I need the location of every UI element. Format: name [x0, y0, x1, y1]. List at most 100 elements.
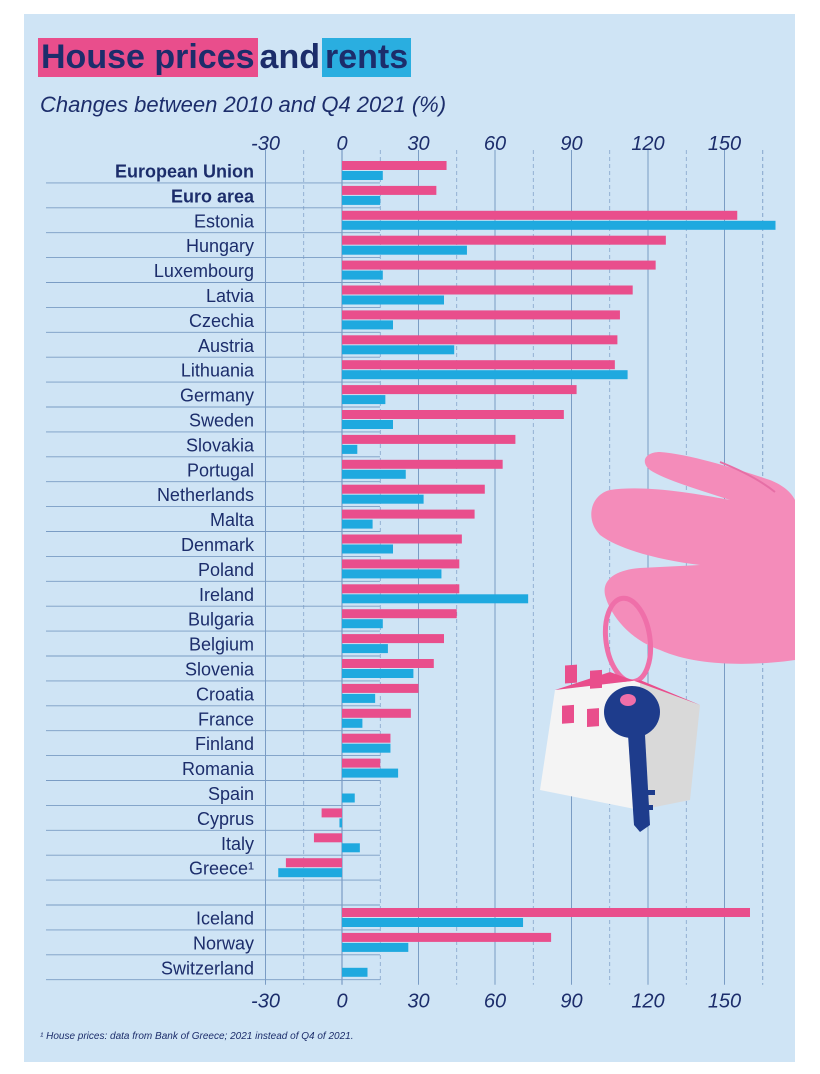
bar-house-prices	[342, 609, 457, 619]
category-label: Estonia	[194, 211, 255, 231]
title-rents: rents	[321, 38, 412, 77]
chart-title: House prices and rents	[38, 38, 412, 77]
bar-house-prices	[342, 659, 434, 668]
category-label: Poland	[198, 560, 254, 580]
bar-house-prices	[313, 833, 342, 843]
x-tick-label-top: 120	[631, 133, 664, 155]
bar-house-prices	[342, 932, 552, 942]
category-label: Sweden	[189, 410, 254, 430]
category-label: Netherlands	[157, 485, 254, 505]
bar-house-prices	[342, 410, 564, 419]
bar-rents	[342, 718, 363, 728]
x-tick-label-bottom: 30	[407, 991, 429, 1013]
category-label: Finland	[195, 734, 254, 754]
category-label: European Union	[115, 161, 254, 181]
bar-house-prices	[342, 758, 381, 768]
bar-rents	[342, 420, 393, 429]
category-label: Italy	[221, 834, 254, 854]
category-label: Bulgaria	[188, 610, 255, 630]
category-label: Portugal	[187, 460, 254, 480]
category-label: Czechia	[189, 311, 255, 331]
category-label: Slovenia	[185, 659, 255, 679]
x-tick-label-top: -30	[251, 133, 280, 155]
category-label: Euro area	[171, 186, 255, 206]
bar-house-prices	[342, 683, 419, 693]
category-label: Switzerland	[161, 958, 254, 978]
bar-house-prices	[342, 185, 437, 195]
category-label: Belgium	[189, 635, 254, 655]
bar-rents	[342, 793, 355, 803]
bar-house-prices	[342, 534, 462, 544]
bar-rents	[342, 444, 358, 454]
category-label: Germany	[180, 386, 254, 406]
category-label: Cyprus	[197, 809, 254, 829]
x-tick-label-top: 90	[560, 133, 582, 155]
bar-rents	[342, 295, 444, 305]
bar-rents	[342, 918, 524, 927]
bar-rents	[342, 768, 399, 778]
bar-rents	[342, 967, 368, 977]
bar-house-prices	[342, 434, 516, 444]
bar-rents	[342, 644, 388, 654]
bar-house-prices	[342, 484, 485, 494]
category-label: Luxembourg	[154, 261, 254, 281]
bar-rents	[342, 245, 467, 255]
bar-rents	[342, 619, 383, 629]
bar-rents	[342, 320, 393, 330]
bar-rents	[278, 868, 342, 878]
footnote: ¹ House prices: data from Bank of Greece…	[40, 1031, 354, 1042]
bar-house-prices	[342, 708, 411, 718]
bar-house-prices	[342, 360, 615, 370]
x-tick-label-top: 30	[407, 133, 429, 155]
bar-house-prices	[342, 235, 666, 245]
category-label: Slovakia	[186, 435, 255, 455]
x-tick-label-bottom: -30	[251, 991, 280, 1013]
category-label: Latvia	[206, 286, 255, 306]
category-label: Greece¹	[189, 859, 254, 879]
bar-rents	[342, 270, 383, 280]
bar-rents	[342, 693, 376, 703]
category-label: Austria	[198, 336, 255, 356]
bar-rents	[342, 494, 424, 504]
chart-subtitle: Changes between 2010 and Q4 2021 (%)	[40, 92, 447, 117]
bar-rents	[342, 469, 406, 479]
category-label: Iceland	[196, 908, 254, 928]
bar-house-prices	[342, 634, 444, 644]
bar-house-prices	[342, 335, 618, 345]
x-tick-label-top: 60	[484, 133, 506, 155]
bar-house-prices	[342, 509, 475, 519]
x-tick-label-top: 0	[336, 133, 347, 155]
bar-rents	[339, 818, 342, 828]
bar-house-prices	[342, 310, 620, 320]
bar-rents	[342, 743, 391, 753]
title-and: and	[259, 38, 320, 76]
bar-rents	[342, 370, 628, 380]
bar-house-prices	[342, 285, 633, 295]
x-tick-label-bottom: 0	[336, 991, 347, 1013]
x-tick-label-top: 150	[708, 133, 741, 155]
category-label: Lithuania	[181, 361, 255, 381]
category-label: Ireland	[199, 585, 254, 605]
category-label: Malta	[210, 510, 255, 530]
x-tick-label-bottom: 120	[631, 991, 664, 1013]
bar-rents	[342, 569, 442, 579]
bar-rents	[342, 171, 383, 180]
bar-house-prices	[342, 210, 738, 220]
bar-house-prices	[342, 733, 391, 743]
bar-rents	[342, 594, 529, 604]
bar-rents	[342, 544, 393, 554]
x-tick-label-bottom: 150	[708, 991, 741, 1013]
category-label: Croatia	[196, 684, 255, 704]
bar-house-prices	[342, 459, 503, 469]
bar-house-prices	[321, 808, 342, 818]
bar-house-prices	[342, 161, 447, 170]
bar-house-prices	[342, 584, 460, 594]
category-label: France	[198, 709, 254, 729]
bar-rents	[342, 345, 455, 355]
bar-rents	[342, 519, 373, 529]
category-label: Norway	[193, 933, 254, 953]
x-tick-label-bottom: 60	[484, 991, 506, 1013]
bar-house-prices	[342, 260, 656, 270]
bar-house-prices	[342, 908, 750, 917]
